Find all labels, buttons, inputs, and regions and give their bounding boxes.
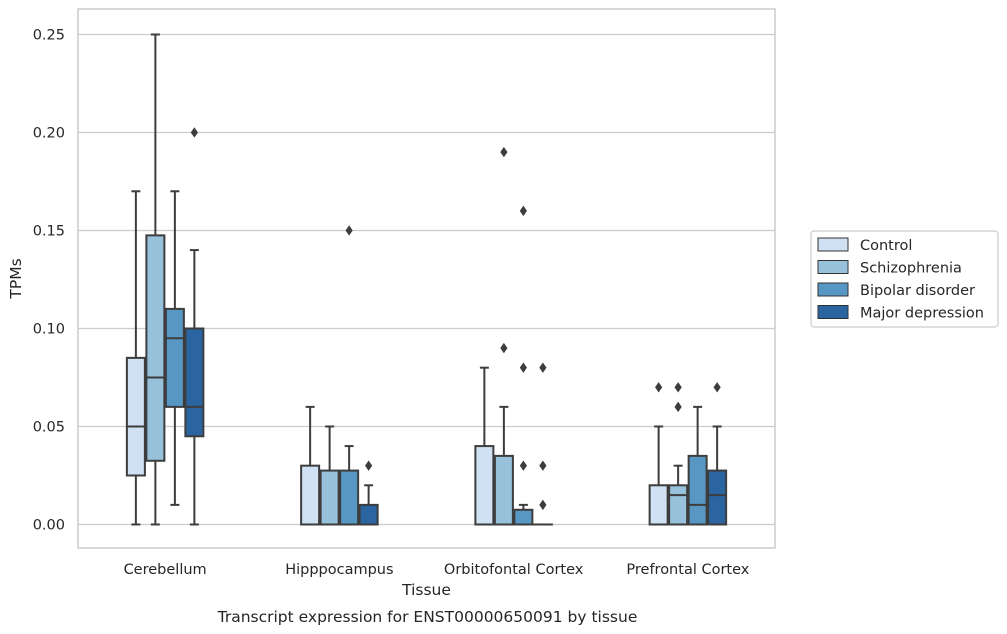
- legend: Control Schizophrenia Bipolar disorder Majo…: [810, 230, 999, 328]
- box: [668, 484, 689, 526]
- box-group: [707, 382, 728, 526]
- outlier-point: [519, 362, 527, 373]
- box: [513, 508, 534, 526]
- box-group: [164, 190, 185, 506]
- box: [358, 503, 379, 526]
- outlier-point: [674, 401, 682, 413]
- legend-label: Schizophrenia: [860, 261, 962, 277]
- legend-frame: [810, 230, 999, 328]
- gridlines: [78, 33, 775, 526]
- box-group: [125, 190, 146, 526]
- x-tick-labels: Cerebellum Hipppocampus Orbitofontal Corte…: [124, 562, 750, 578]
- y-tick-label: 0.10: [33, 321, 65, 337]
- box-group: [358, 460, 379, 526]
- y-tick-label: 0.05: [33, 419, 65, 435]
- legend-label: Control: [860, 238, 912, 254]
- box: [145, 234, 166, 462]
- box: [474, 445, 495, 526]
- y-tick-label: 0.15: [33, 223, 65, 239]
- box: [164, 307, 185, 408]
- box: [339, 469, 360, 526]
- x-tick-label: Orbitofontal Cortex: [444, 562, 584, 578]
- x-tick-label: Hipppocampus: [285, 562, 393, 578]
- y-tick-label: 0.25: [33, 27, 65, 43]
- legend-label: Major depression: [860, 306, 984, 322]
- box-group: [319, 425, 340, 526]
- legend-label: Bipolar disorder: [860, 283, 975, 299]
- box-group: [532, 362, 553, 526]
- legend-swatch: [817, 260, 849, 274]
- outlier-point: [345, 225, 353, 236]
- box: [687, 454, 708, 526]
- box-group: [513, 205, 534, 526]
- legend-swatch: [817, 282, 849, 297]
- box-group: [648, 382, 669, 526]
- chart-title: Transcript expression for ENST0000065009…: [217, 608, 638, 626]
- y-tick-labels: 0.00 0.05 0.10 0.15 0.20 0.25: [33, 27, 65, 533]
- box: [707, 469, 728, 526]
- outlier-point: [713, 382, 721, 393]
- outlier-point: [190, 127, 198, 138]
- outlier-point: [500, 342, 508, 354]
- box: [319, 469, 340, 526]
- box: [125, 356, 146, 477]
- outlier-point: [500, 146, 508, 158]
- x-axis-label: Tissue: [401, 581, 451, 599]
- y-tick-label: 0.20: [33, 125, 65, 141]
- box-group: [687, 405, 708, 526]
- box-group: [493, 146, 514, 526]
- box: [648, 484, 669, 526]
- outlier-point: [674, 382, 682, 393]
- boxes: [125, 33, 728, 526]
- outlier-point: [539, 362, 547, 373]
- legend-swatch: [817, 237, 849, 252]
- plot-frame: [77, 8, 776, 549]
- outlier-point: [365, 460, 373, 471]
- outlier-point: [519, 205, 527, 217]
- box-group: [300, 405, 321, 526]
- box-group: [474, 366, 495, 526]
- y-axis-label: TPMs: [7, 258, 25, 299]
- x-tick-label: Prefrontal Cortex: [626, 562, 749, 578]
- box: [493, 454, 514, 526]
- y-tick-label: 0.00: [33, 517, 65, 533]
- box: [300, 464, 321, 526]
- box-group: [184, 127, 205, 526]
- box: [184, 327, 205, 438]
- x-tick-label: Cerebellum: [124, 562, 207, 578]
- outlier-point: [519, 460, 527, 471]
- outlier-point: [539, 460, 547, 471]
- outlier-point: [539, 499, 547, 511]
- box-group: [145, 33, 166, 526]
- box-group: [668, 382, 689, 526]
- legend-swatch: [817, 305, 849, 319]
- outlier-point: [655, 382, 663, 393]
- box-group: [339, 225, 360, 526]
